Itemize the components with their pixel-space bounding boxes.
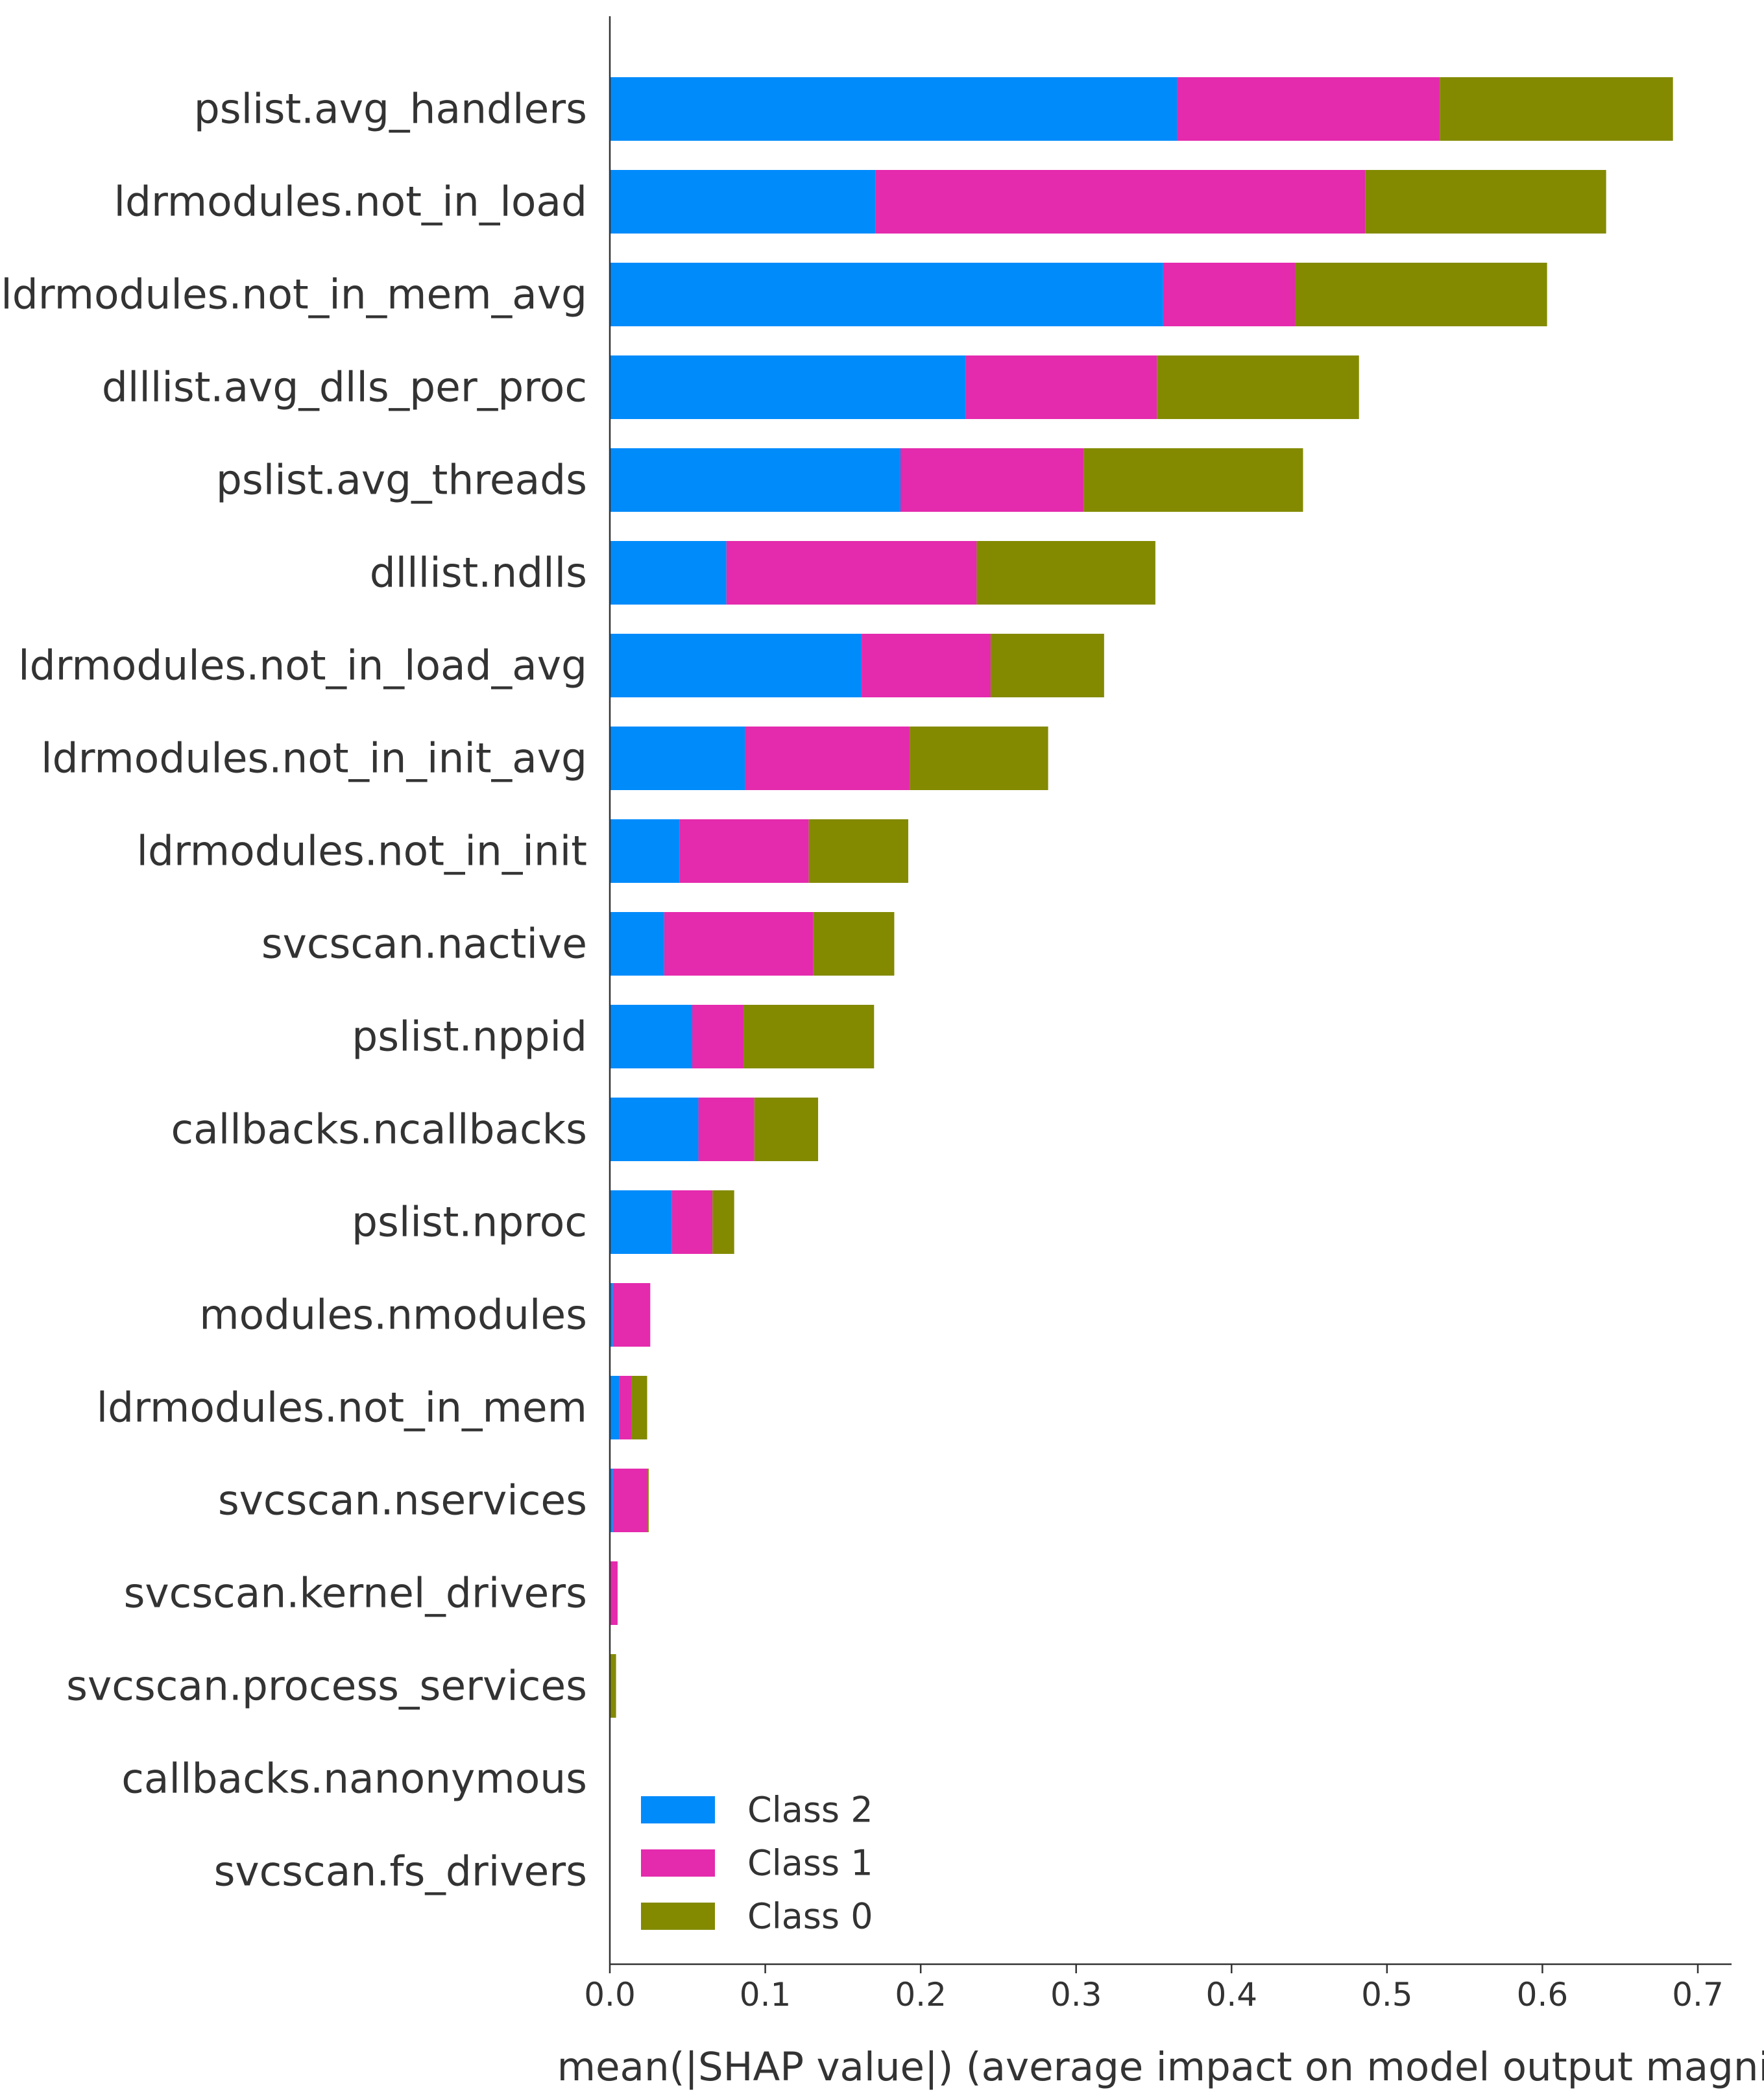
feature-label: ldrmodules.not_in_load	[114, 178, 587, 226]
x-tick-label: 0.6	[1517, 1976, 1569, 2014]
bar-segment-class-1	[900, 448, 1084, 512]
bar-segment-class-0	[631, 1376, 647, 1439]
bar-segment-class-2	[610, 819, 680, 883]
feature-label: pslist.nppid	[352, 1013, 587, 1061]
x-tick-label: 0.5	[1361, 1976, 1413, 2014]
feature-label: ldrmodules.not_in_init_avg	[41, 735, 587, 782]
bar-segment-class-1	[1177, 77, 1440, 141]
x-tick-label: 0.2	[895, 1976, 947, 2014]
bar-segment-class-2	[610, 634, 862, 697]
bar-segment-class-2	[610, 1005, 692, 1068]
bar-segment-class-0	[976, 541, 1155, 605]
bar-segment-class-2	[610, 1376, 620, 1439]
x-tick-label: 0.3	[1050, 1976, 1102, 2014]
bar-segment-class-0	[1295, 263, 1547, 326]
feature-label: ldrmodules.not_in_load_avg	[18, 642, 587, 690]
bar-segment-class-2	[610, 912, 664, 976]
bar-segment-class-1	[612, 1469, 647, 1532]
feature-label: svcscan.nservices	[218, 1477, 587, 1524]
bar-segment-class-0	[1157, 355, 1359, 419]
legend-label: Class 0	[747, 1896, 873, 1937]
bar-segment-class-0	[712, 1190, 734, 1254]
legend-swatch-class-0	[641, 1903, 715, 1930]
bar-segment-class-2	[610, 170, 876, 234]
feature-label: dlllist.ndlls	[370, 549, 587, 597]
feature-label: dlllist.avg_dlls_per_proc	[102, 364, 587, 411]
x-ticks-group: 0.0 0.1 0.2 0.3 0.4 0.5 0.6 0.7	[584, 1964, 1724, 2014]
bar-segment-class-1	[726, 541, 977, 605]
feature-label: modules.nmodules	[199, 1292, 587, 1339]
bar-segment-class-1	[692, 1005, 744, 1068]
x-tick-label: 0.4	[1206, 1976, 1258, 2014]
bar-segment-class-0	[647, 1469, 649, 1532]
bar-segment-class-2	[610, 727, 745, 790]
legend-label: Class 1	[747, 1843, 873, 1884]
bar-segment-class-1	[862, 634, 991, 697]
feature-label: callbacks.nanonymous	[121, 1755, 587, 1803]
bar-segment-class-0	[1440, 77, 1673, 141]
feature-label: svcscan.nactive	[261, 920, 587, 968]
bar-segment-class-2	[610, 263, 1163, 326]
feature-label: svcscan.process_services	[66, 1663, 587, 1710]
bar-segment-class-1	[664, 912, 814, 976]
bar-segment-class-1	[745, 727, 910, 790]
x-tick-label: 0.7	[1672, 1976, 1724, 2014]
feature-label: callbacks.ncallbacks	[171, 1106, 587, 1153]
bar-segment-class-0	[743, 1005, 875, 1068]
bar-segment-class-1	[619, 1376, 632, 1439]
bar-segment-class-0	[808, 819, 908, 883]
bar-segment-class-1	[965, 355, 1157, 419]
feature-label: ldrmodules.not_in_mem	[97, 1384, 587, 1432]
feature-label: svcscan.kernel_drivers	[124, 1570, 587, 1617]
x-tick-label: 0.1	[740, 1976, 791, 2014]
bar-segment-class-0	[1365, 170, 1606, 234]
bar-segment-class-2	[610, 1098, 699, 1161]
bar-segment-class-0	[610, 1654, 616, 1718]
bar-segment-class-1	[679, 819, 809, 883]
bar-segment-class-1	[1163, 263, 1296, 326]
bar-segment-class-2	[610, 1469, 613, 1532]
bar-segment-class-2	[610, 448, 900, 512]
bar-segment-class-1	[875, 170, 1366, 234]
bar-segment-class-0	[813, 912, 895, 976]
bar-segment-class-1	[610, 1561, 618, 1625]
feature-label: pslist.nproc	[352, 1199, 587, 1246]
feature-label: pslist.avg_threads	[216, 457, 587, 504]
x-tick-label: 0.0	[584, 1976, 636, 2014]
bar-segment-class-1	[671, 1190, 713, 1254]
feature-labels-group: pslist.avg_handlers ldrmodules.not_in_loa…	[1, 86, 587, 1895]
bar-segment-class-2	[610, 355, 966, 419]
feature-label: svcscan.fs_drivers	[214, 1848, 587, 1895]
bar-segment-class-1	[612, 1283, 651, 1347]
bar-segment-class-2	[610, 541, 727, 605]
bar-segment-class-1	[698, 1098, 755, 1161]
bar-segment-class-0	[910, 727, 1048, 790]
legend: Class 2 Class 1 Class 0	[641, 1790, 873, 1937]
x-axis-title: mean(|SHAP value|) (average impact on mo…	[557, 2044, 1764, 2090]
legend-swatch-class-2	[641, 1796, 715, 1823]
bar-segment-class-2	[610, 77, 1178, 141]
feature-label: ldrmodules.not_in_init	[137, 828, 587, 875]
bars-group	[610, 77, 1673, 1718]
bar-segment-class-0	[754, 1098, 819, 1161]
bar-segment-class-0	[990, 634, 1104, 697]
legend-swatch-class-1	[641, 1849, 715, 1877]
legend-label: Class 2	[747, 1790, 873, 1831]
feature-label: ldrmodules.not_in_mem_avg	[1, 271, 587, 319]
bar-segment-class-0	[1083, 448, 1303, 512]
bar-segment-class-2	[610, 1283, 613, 1347]
feature-label: pslist.avg_handlers	[194, 86, 587, 133]
bar-segment-class-2	[610, 1190, 672, 1254]
